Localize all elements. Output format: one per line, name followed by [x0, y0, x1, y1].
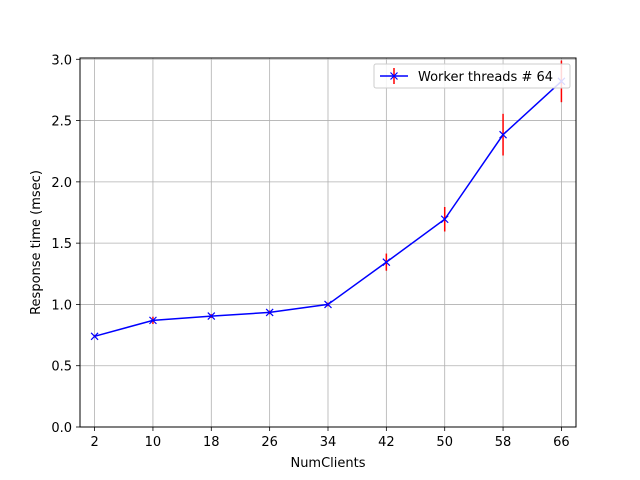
y-tick-label: 3.0 [51, 53, 72, 68]
legend-marker [390, 72, 398, 80]
legend: Worker threads # 64 [373, 63, 571, 89]
x-tick-label: 50 [436, 435, 453, 450]
data-point-marker [90, 332, 99, 341]
x-tick-label: 42 [378, 435, 395, 450]
data-point-marker [149, 316, 157, 325]
x-tick-label: 2 [90, 435, 98, 450]
data-point-marker [265, 308, 274, 317]
data-point-marker [324, 300, 332, 309]
legend-box [373, 63, 571, 89]
data-point-marker [499, 130, 507, 139]
x-tick-label: 26 [261, 435, 278, 450]
x-tick-label: 34 [320, 435, 337, 450]
y-tick-label: 2.5 [51, 115, 72, 130]
data-point-marker [382, 258, 391, 267]
x-tick-label: 66 [553, 435, 570, 450]
y-tick-label: 1.0 [51, 298, 72, 313]
x-tick-label: 58 [495, 435, 512, 450]
y-axis-label: Response time (msec) [29, 170, 44, 315]
legend-label: Worker threads # 64 [418, 70, 553, 85]
data-point-marker [440, 215, 449, 224]
y-tick-label: 2.0 [51, 176, 72, 191]
x-tick-label: 18 [203, 435, 220, 450]
data-point-marker [207, 312, 216, 320]
y-tick-label: 1.5 [51, 237, 72, 252]
axis-ticks: 2 10 18 26 34 42 50 58 66 0.0 0.5 1.0 1.5 2.0 2.5 3.0 [51, 53, 569, 450]
x-axis-label: NumClients [290, 456, 365, 471]
x-tick-label: 10 [145, 435, 162, 450]
y-tick-label: 0.0 [51, 421, 72, 436]
y-tick-label: 0.5 [51, 360, 72, 375]
